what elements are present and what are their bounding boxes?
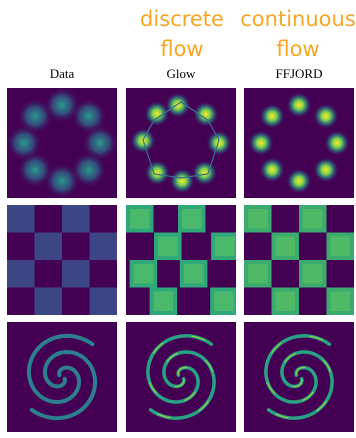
panel bbox=[7, 322, 117, 432]
panel bbox=[244, 205, 354, 315]
checker-highlight bbox=[303, 264, 323, 284]
panel-bg bbox=[126, 322, 236, 432]
checker-highlight bbox=[215, 237, 235, 257]
density-blob bbox=[169, 168, 195, 194]
panel bbox=[6, 87, 118, 199]
density-blob bbox=[165, 92, 191, 118]
checker-square bbox=[7, 205, 35, 233]
checker-square bbox=[90, 233, 118, 261]
density-blob bbox=[248, 130, 274, 156]
checker-square bbox=[62, 205, 90, 233]
panel bbox=[244, 88, 354, 198]
checker-highlight bbox=[184, 264, 204, 284]
checker-highlight bbox=[158, 237, 178, 257]
density-blob bbox=[191, 160, 217, 186]
column-header: FFJORD bbox=[276, 66, 323, 81]
checker-highlight bbox=[248, 209, 268, 229]
density-blob bbox=[286, 92, 312, 118]
column-header: Glow bbox=[167, 66, 197, 81]
column-header: Data bbox=[50, 66, 75, 81]
checker-highlight bbox=[182, 209, 202, 229]
density-blob bbox=[259, 157, 285, 183]
density-blob bbox=[313, 103, 339, 129]
density-blob bbox=[259, 103, 285, 129]
panel-bg bbox=[7, 322, 117, 432]
density-blob bbox=[71, 98, 107, 134]
panel bbox=[244, 322, 354, 432]
checker-highlight bbox=[248, 264, 268, 284]
density-blob bbox=[206, 130, 232, 156]
panel-bg bbox=[244, 322, 354, 432]
density-blob bbox=[286, 168, 312, 194]
figure: Data Glow FFJORD bbox=[0, 0, 356, 438]
panel bbox=[126, 88, 236, 198]
panel bbox=[126, 205, 239, 315]
checker-highlight bbox=[331, 237, 351, 257]
density-blob bbox=[313, 157, 339, 183]
page: discrete flow continuous flow Data Glow … bbox=[0, 0, 356, 438]
density-blob bbox=[193, 101, 219, 127]
checker-square bbox=[35, 288, 63, 316]
checker-highlight bbox=[303, 209, 323, 229]
panel bbox=[126, 322, 236, 432]
panel bbox=[7, 205, 117, 315]
density-blob bbox=[324, 130, 350, 156]
checker-highlight bbox=[276, 237, 296, 257]
density-blob bbox=[144, 160, 170, 186]
checker-highlight bbox=[130, 209, 150, 229]
checker-highlight bbox=[214, 292, 234, 312]
checker-highlight bbox=[331, 292, 351, 312]
checker-highlight bbox=[276, 292, 296, 312]
checker-square bbox=[7, 260, 35, 288]
checker-highlight bbox=[154, 292, 174, 312]
checker-square bbox=[62, 260, 90, 288]
checker-highlight bbox=[134, 264, 154, 284]
checker-square bbox=[90, 288, 118, 316]
checker-square bbox=[35, 233, 63, 261]
